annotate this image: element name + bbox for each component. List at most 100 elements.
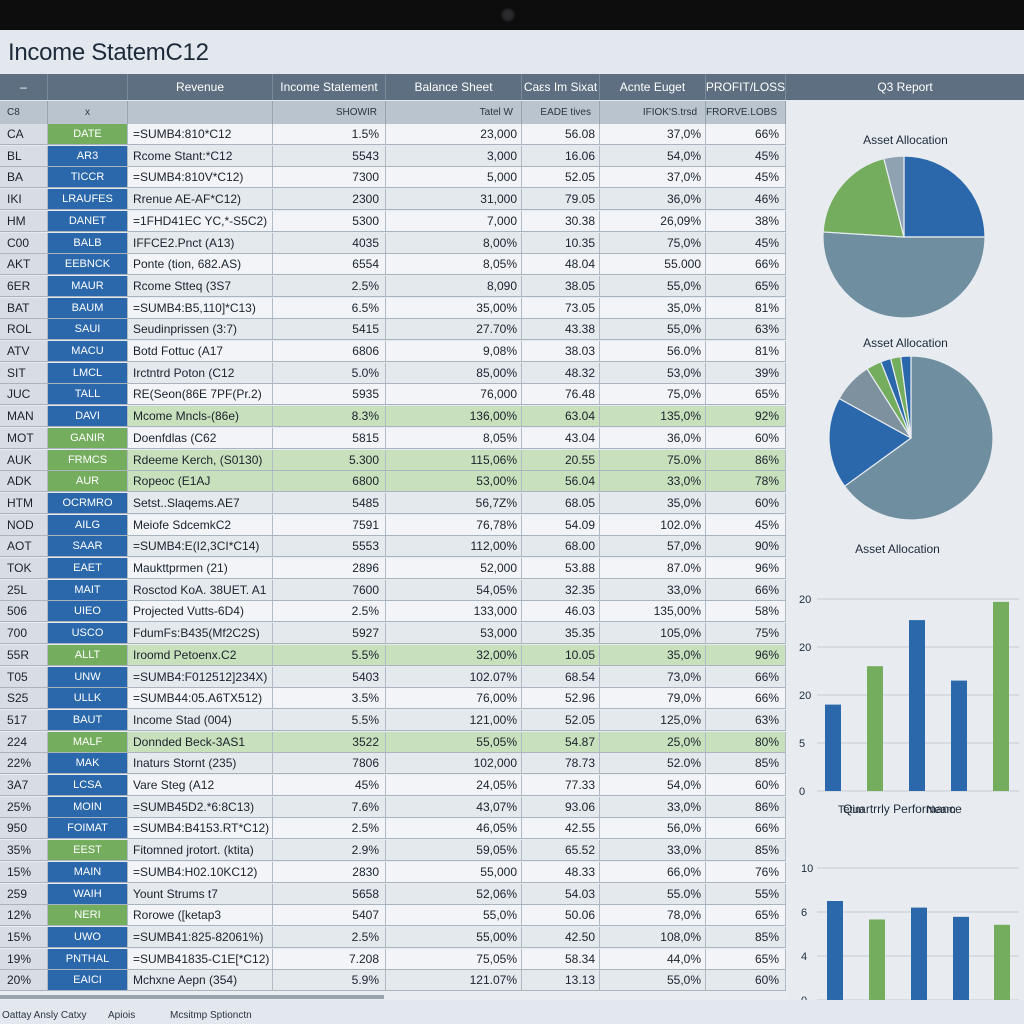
table-row[interactable]: 25% MOIN =SUMB45D2.*6:8C13) 7.6% 43,07% 93.06…	[0, 796, 786, 818]
row-balance-cell[interactable]: 59,05%	[386, 840, 522, 861]
row-budget-cell[interactable]: 73,0%	[600, 666, 706, 687]
row-income-cell[interactable]: 7.208	[273, 948, 386, 969]
row-cash-cell[interactable]: 48.33	[522, 861, 600, 882]
row-code-badge[interactable]: MAK	[48, 753, 128, 774]
row-budget-cell[interactable]: 78,0%	[600, 905, 706, 926]
row-budget-cell[interactable]: 54,0%	[600, 145, 706, 166]
row-id-cell[interactable]: 25L	[0, 579, 48, 600]
row-formula-cell[interactable]: Meiofe SdcemkC2	[128, 514, 273, 535]
row-cash-cell[interactable]: 54.09	[522, 514, 600, 535]
row-budget-cell[interactable]: 56.0%	[600, 341, 706, 361]
row-income-cell[interactable]: 5927	[273, 623, 386, 644]
row-id-cell[interactable]: BA	[0, 167, 48, 188]
row-code-badge[interactable]: ULLK	[48, 688, 128, 709]
header-profit-loss[interactable]: PROFIT/LOSS	[706, 74, 786, 100]
row-income-cell[interactable]: 2.5%	[273, 926, 386, 947]
row-profit-loss-cell[interactable]: 85%	[706, 840, 786, 861]
row-budget-cell[interactable]: 135,00%	[600, 601, 706, 622]
row-balance-cell[interactable]: 8,05%	[386, 254, 522, 275]
row-budget-cell[interactable]: 25,0%	[600, 731, 706, 752]
row-profit-loss-cell[interactable]: 76%	[706, 861, 786, 882]
row-formula-cell[interactable]: Maukttprmen (21)	[128, 558, 273, 578]
row-cash-cell[interactable]: 54.87	[522, 731, 600, 752]
row-budget-cell[interactable]: 35,0%	[600, 644, 706, 665]
row-code-badge[interactable]: BALB	[48, 232, 128, 253]
row-budget-cell[interactable]: 56,0%	[600, 818, 706, 839]
row-income-cell[interactable]: 4035	[273, 232, 386, 253]
row-income-cell[interactable]: 3522	[273, 731, 386, 752]
row-formula-cell[interactable]: =SUMB4:B5,110]*C13)	[128, 297, 273, 318]
header-corner[interactable]: –	[0, 74, 48, 100]
row-code-badge[interactable]: OCRMRO	[48, 492, 128, 513]
row-balance-cell[interactable]: 85,00%	[386, 362, 522, 383]
table-row[interactable]: 15% UWO =SUMB41:825-82061%) 2.5% 55,00% 42.50…	[0, 926, 786, 948]
row-cash-cell[interactable]: 20.55	[522, 449, 600, 470]
table-row[interactable]: 700 USCO FdumFs:B435(Mf2C2S) 5927 53,000 35.3…	[0, 623, 786, 645]
row-profit-loss-cell[interactable]: 46%	[706, 189, 786, 210]
row-cash-cell[interactable]: 52.05	[522, 709, 600, 730]
table-row[interactable]: 517 BAUT Income Stad (004) 5.5% 121,00% 52.05…	[0, 709, 786, 731]
row-code-badge[interactable]: NERI	[48, 905, 128, 926]
row-income-cell[interactable]: 5485	[273, 492, 386, 513]
header-cash[interactable]: Caεs Im Sixat	[522, 74, 600, 100]
row-budget-cell[interactable]: 66,0%	[600, 861, 706, 882]
row-balance-cell[interactable]: 76,00%	[386, 688, 522, 709]
status-right[interactable]: Mcsitmp Sptionctn	[170, 1010, 252, 1021]
row-budget-cell[interactable]: 55,0%	[600, 319, 706, 340]
row-code-badge[interactable]: GANIR	[48, 427, 128, 448]
table-row[interactable]: TOK EAET Maukttprmen (21) 2896 52,000 53.88 87…	[0, 558, 786, 579]
table-row[interactable]: MOT GANIR Doenfdlas (C62 5815 8,05% 43.04 36,0…	[0, 427, 786, 449]
row-profit-loss-cell[interactable]: 66%	[706, 666, 786, 687]
row-profit-loss-cell[interactable]: 66%	[706, 818, 786, 839]
row-cash-cell[interactable]: 56.04	[522, 471, 600, 492]
row-cash-cell[interactable]: 58.34	[522, 948, 600, 969]
row-income-cell[interactable]: 5403	[273, 666, 386, 687]
header-code-column[interactable]	[48, 74, 128, 100]
row-balance-cell[interactable]: 5,000	[386, 167, 522, 188]
row-profit-loss-cell[interactable]: 81%	[706, 341, 786, 361]
row-code-badge[interactable]: UWO	[48, 926, 128, 947]
row-formula-cell[interactable]: Ponte (tion, 682.AS)	[128, 254, 273, 275]
row-id-cell[interactable]: 25%	[0, 796, 48, 817]
row-cash-cell[interactable]: 30.38	[522, 210, 600, 231]
row-income-cell[interactable]: 5.0%	[273, 362, 386, 383]
row-budget-cell[interactable]: 125,0%	[600, 709, 706, 730]
table-row[interactable]: SIT LMCL Irctntrd Poton (C12 5.0% 85,00% 48.3…	[0, 362, 786, 384]
row-profit-loss-cell[interactable]: 55%	[706, 883, 786, 904]
row-profit-loss-cell[interactable]: 60%	[706, 427, 786, 448]
row-income-cell[interactable]: 2.5%	[273, 818, 386, 839]
row-formula-cell[interactable]: Projected Vutts-6D4)	[128, 601, 273, 622]
row-balance-cell[interactable]: 121.07%	[386, 970, 522, 991]
row-formula-cell[interactable]: Irctntrd Poton (C12	[128, 362, 273, 383]
header-income-statement[interactable]: Income Statement	[273, 74, 386, 100]
row-balance-cell[interactable]: 55,00%	[386, 926, 522, 947]
row-code-badge[interactable]: AUR	[48, 471, 128, 492]
row-profit-loss-cell[interactable]: 45%	[706, 167, 786, 188]
row-balance-cell[interactable]: 55,000	[386, 861, 522, 882]
row-id-cell[interactable]: 35%	[0, 840, 48, 861]
row-income-cell[interactable]: 5.5%	[273, 644, 386, 665]
row-balance-cell[interactable]: 75,05%	[386, 948, 522, 969]
row-cash-cell[interactable]: 42.50	[522, 926, 600, 947]
row-id-cell[interactable]: C00	[0, 232, 48, 253]
row-id-cell[interactable]: ROL	[0, 319, 48, 340]
row-budget-cell[interactable]: 36,0%	[600, 427, 706, 448]
row-profit-loss-cell[interactable]: 86%	[706, 796, 786, 817]
row-cash-cell[interactable]: 32.35	[522, 579, 600, 600]
table-row[interactable]: MAN DAVI Mcome Mncls-(86e) 8.3% 136,00% 63.04…	[0, 406, 786, 428]
row-income-cell[interactable]: 2300	[273, 189, 386, 210]
row-code-badge[interactable]: DAVI	[48, 406, 128, 427]
row-formula-cell[interactable]: Rdeeme Kerch, (S0130)	[128, 449, 273, 470]
row-profit-loss-cell[interactable]: 66%	[706, 254, 786, 275]
row-budget-cell[interactable]: 102.0%	[600, 514, 706, 535]
table-row[interactable]: 224 MALF Donnded Beck-3AS1 3522 55,05% 54.87 2…	[0, 731, 786, 753]
row-balance-cell[interactable]: 3,000	[386, 145, 522, 166]
table-row[interactable]: BAT BAUM =SUMB4:B5,110]*C13) 6.5% 35,00% 73.0…	[0, 297, 786, 319]
row-balance-cell[interactable]: 8,090	[386, 275, 522, 296]
row-id-cell[interactable]: 22%	[0, 753, 48, 774]
row-id-cell[interactable]: TOK	[0, 558, 48, 578]
status-left[interactable]: Oattay Ansly Catxy	[2, 1010, 87, 1021]
row-income-cell[interactable]: 1.5%	[273, 124, 386, 144]
row-profit-loss-cell[interactable]: 45%	[706, 145, 786, 166]
row-id-cell[interactable]: JUC	[0, 384, 48, 405]
